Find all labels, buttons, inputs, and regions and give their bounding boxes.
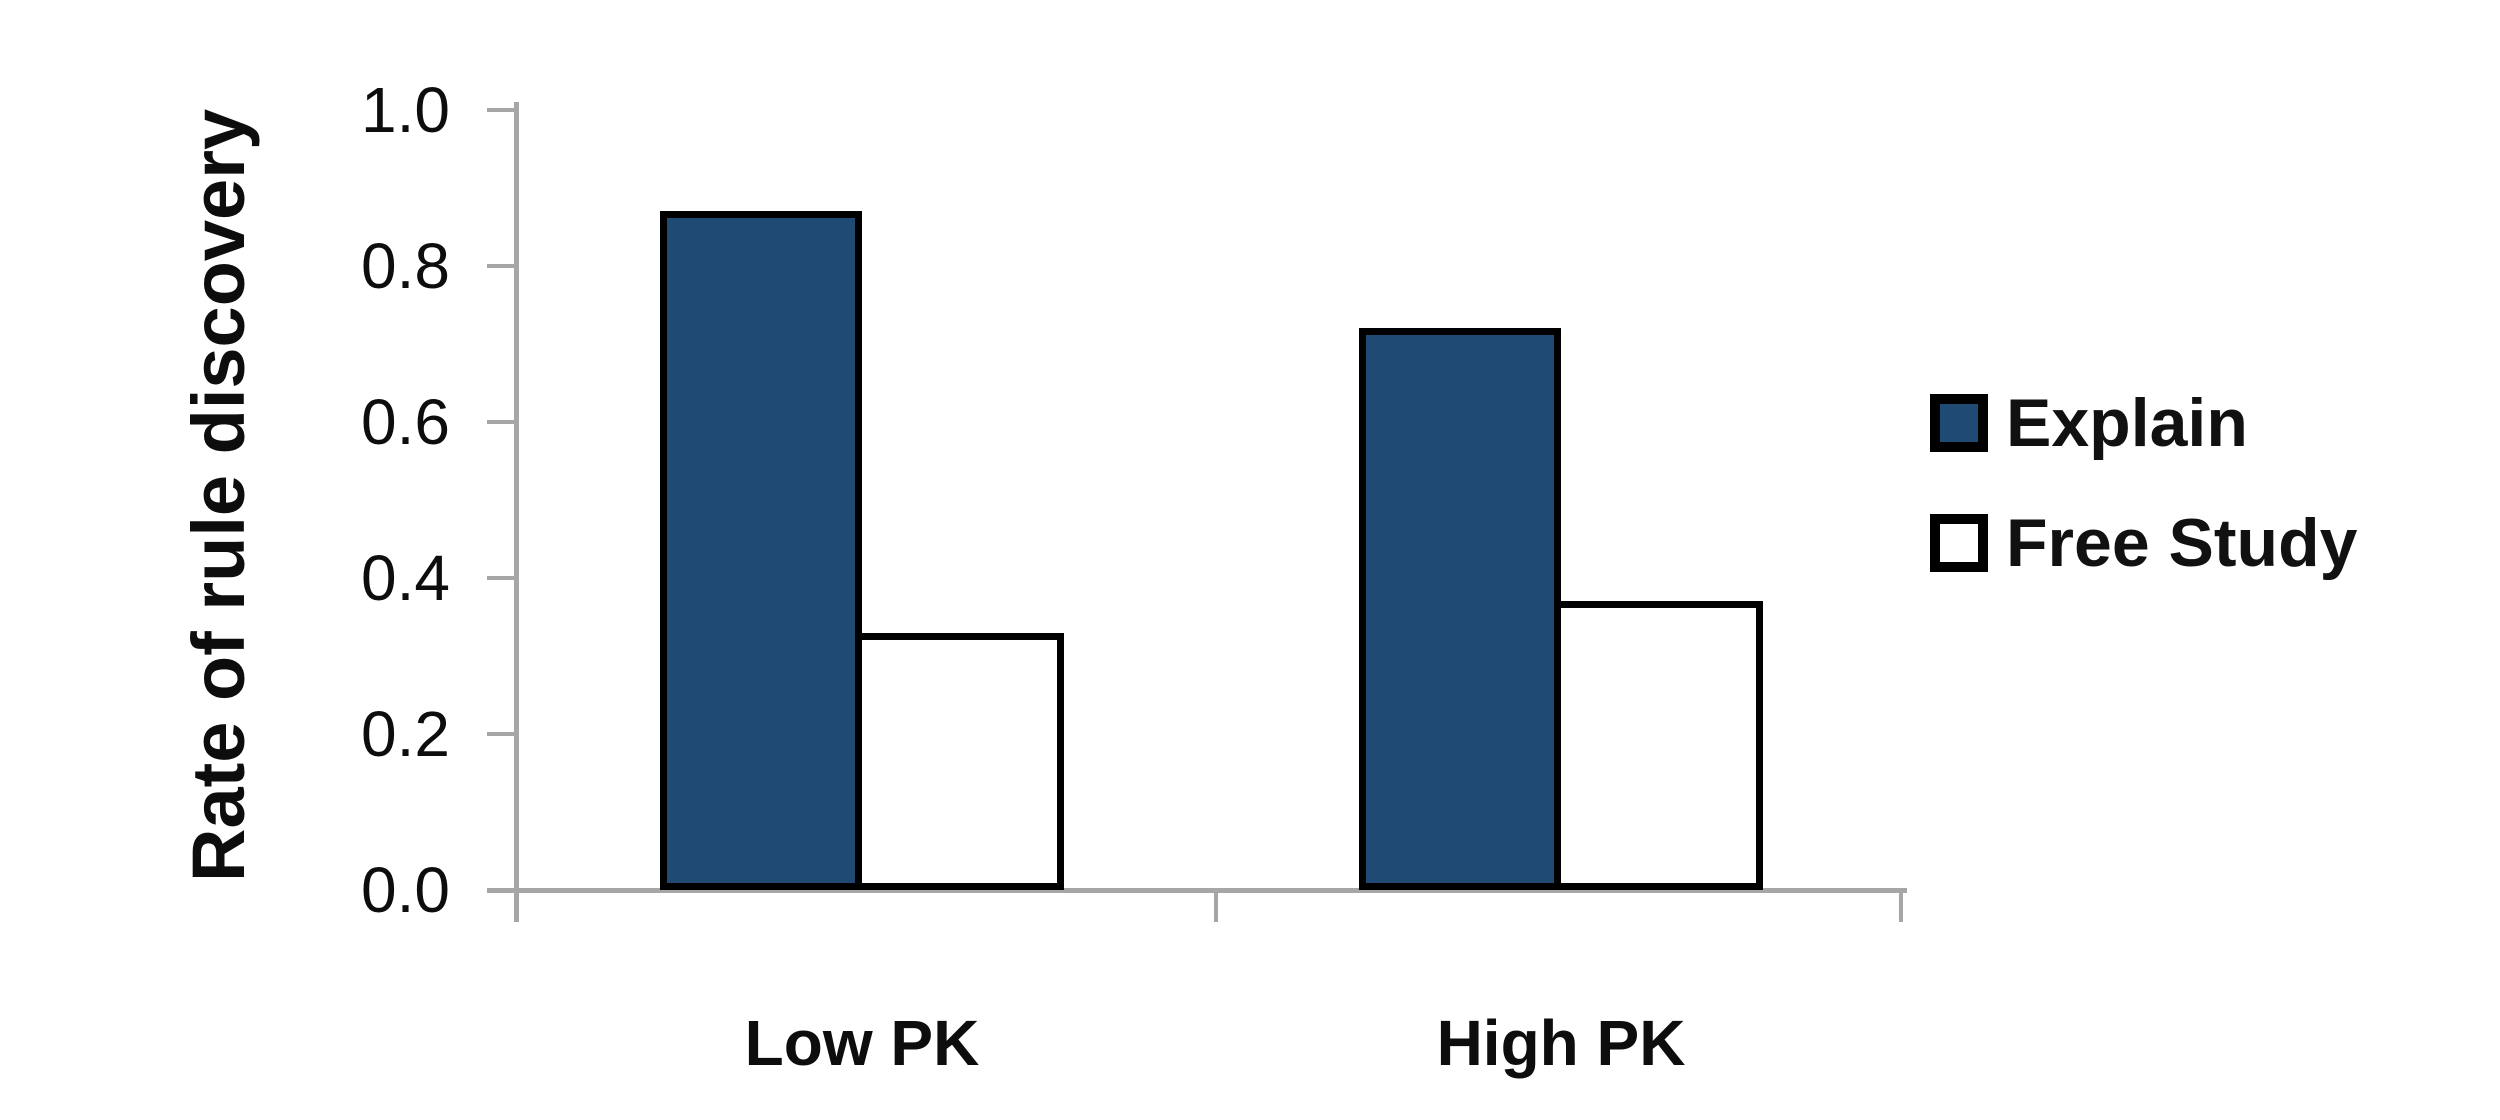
x-category-label-low-pk: Low PK [744, 1007, 980, 1079]
bar-high-pk-free-study [1554, 601, 1763, 890]
y-tick-label-1.0: 1.0 [361, 74, 450, 146]
y-tick-1.0 [487, 108, 517, 112]
x-category-label-high-pk: High PK [1436, 1007, 1686, 1079]
legend-item-free-study: Free Study [1930, 505, 2358, 581]
y-tick-0.6 [487, 420, 517, 424]
x-tick [1899, 890, 1903, 922]
y-tick-label-0.4: 0.4 [361, 542, 450, 614]
y-tick-label-0.8: 0.8 [361, 230, 450, 302]
legend-swatch-free-study [1930, 514, 1988, 572]
legend-item-explain: Explain [1930, 385, 2248, 461]
y-axis-line [514, 102, 519, 922]
legend-label-free-study: Free Study [2006, 505, 2358, 581]
y-axis-title: Rate of rule discovery [177, 108, 260, 882]
y-tick-label-0.6: 0.6 [361, 386, 450, 458]
bar-low-pk-explain [660, 211, 862, 890]
y-tick-0.4 [487, 576, 517, 580]
y-tick-0.8 [487, 264, 517, 268]
x-axis-line [487, 888, 1907, 893]
legend-swatch-explain [1930, 394, 1988, 452]
y-tick-label-0.2: 0.2 [361, 698, 450, 770]
bar-low-pk-free-study [855, 633, 1064, 890]
bar-high-pk-explain [1359, 328, 1561, 890]
x-tick [1214, 890, 1218, 922]
y-tick-0.2 [487, 732, 517, 736]
legend-label-explain: Explain [2006, 385, 2248, 461]
y-tick-label-0.0: 0.0 [361, 854, 450, 926]
y-tick-0.0 [487, 888, 517, 892]
